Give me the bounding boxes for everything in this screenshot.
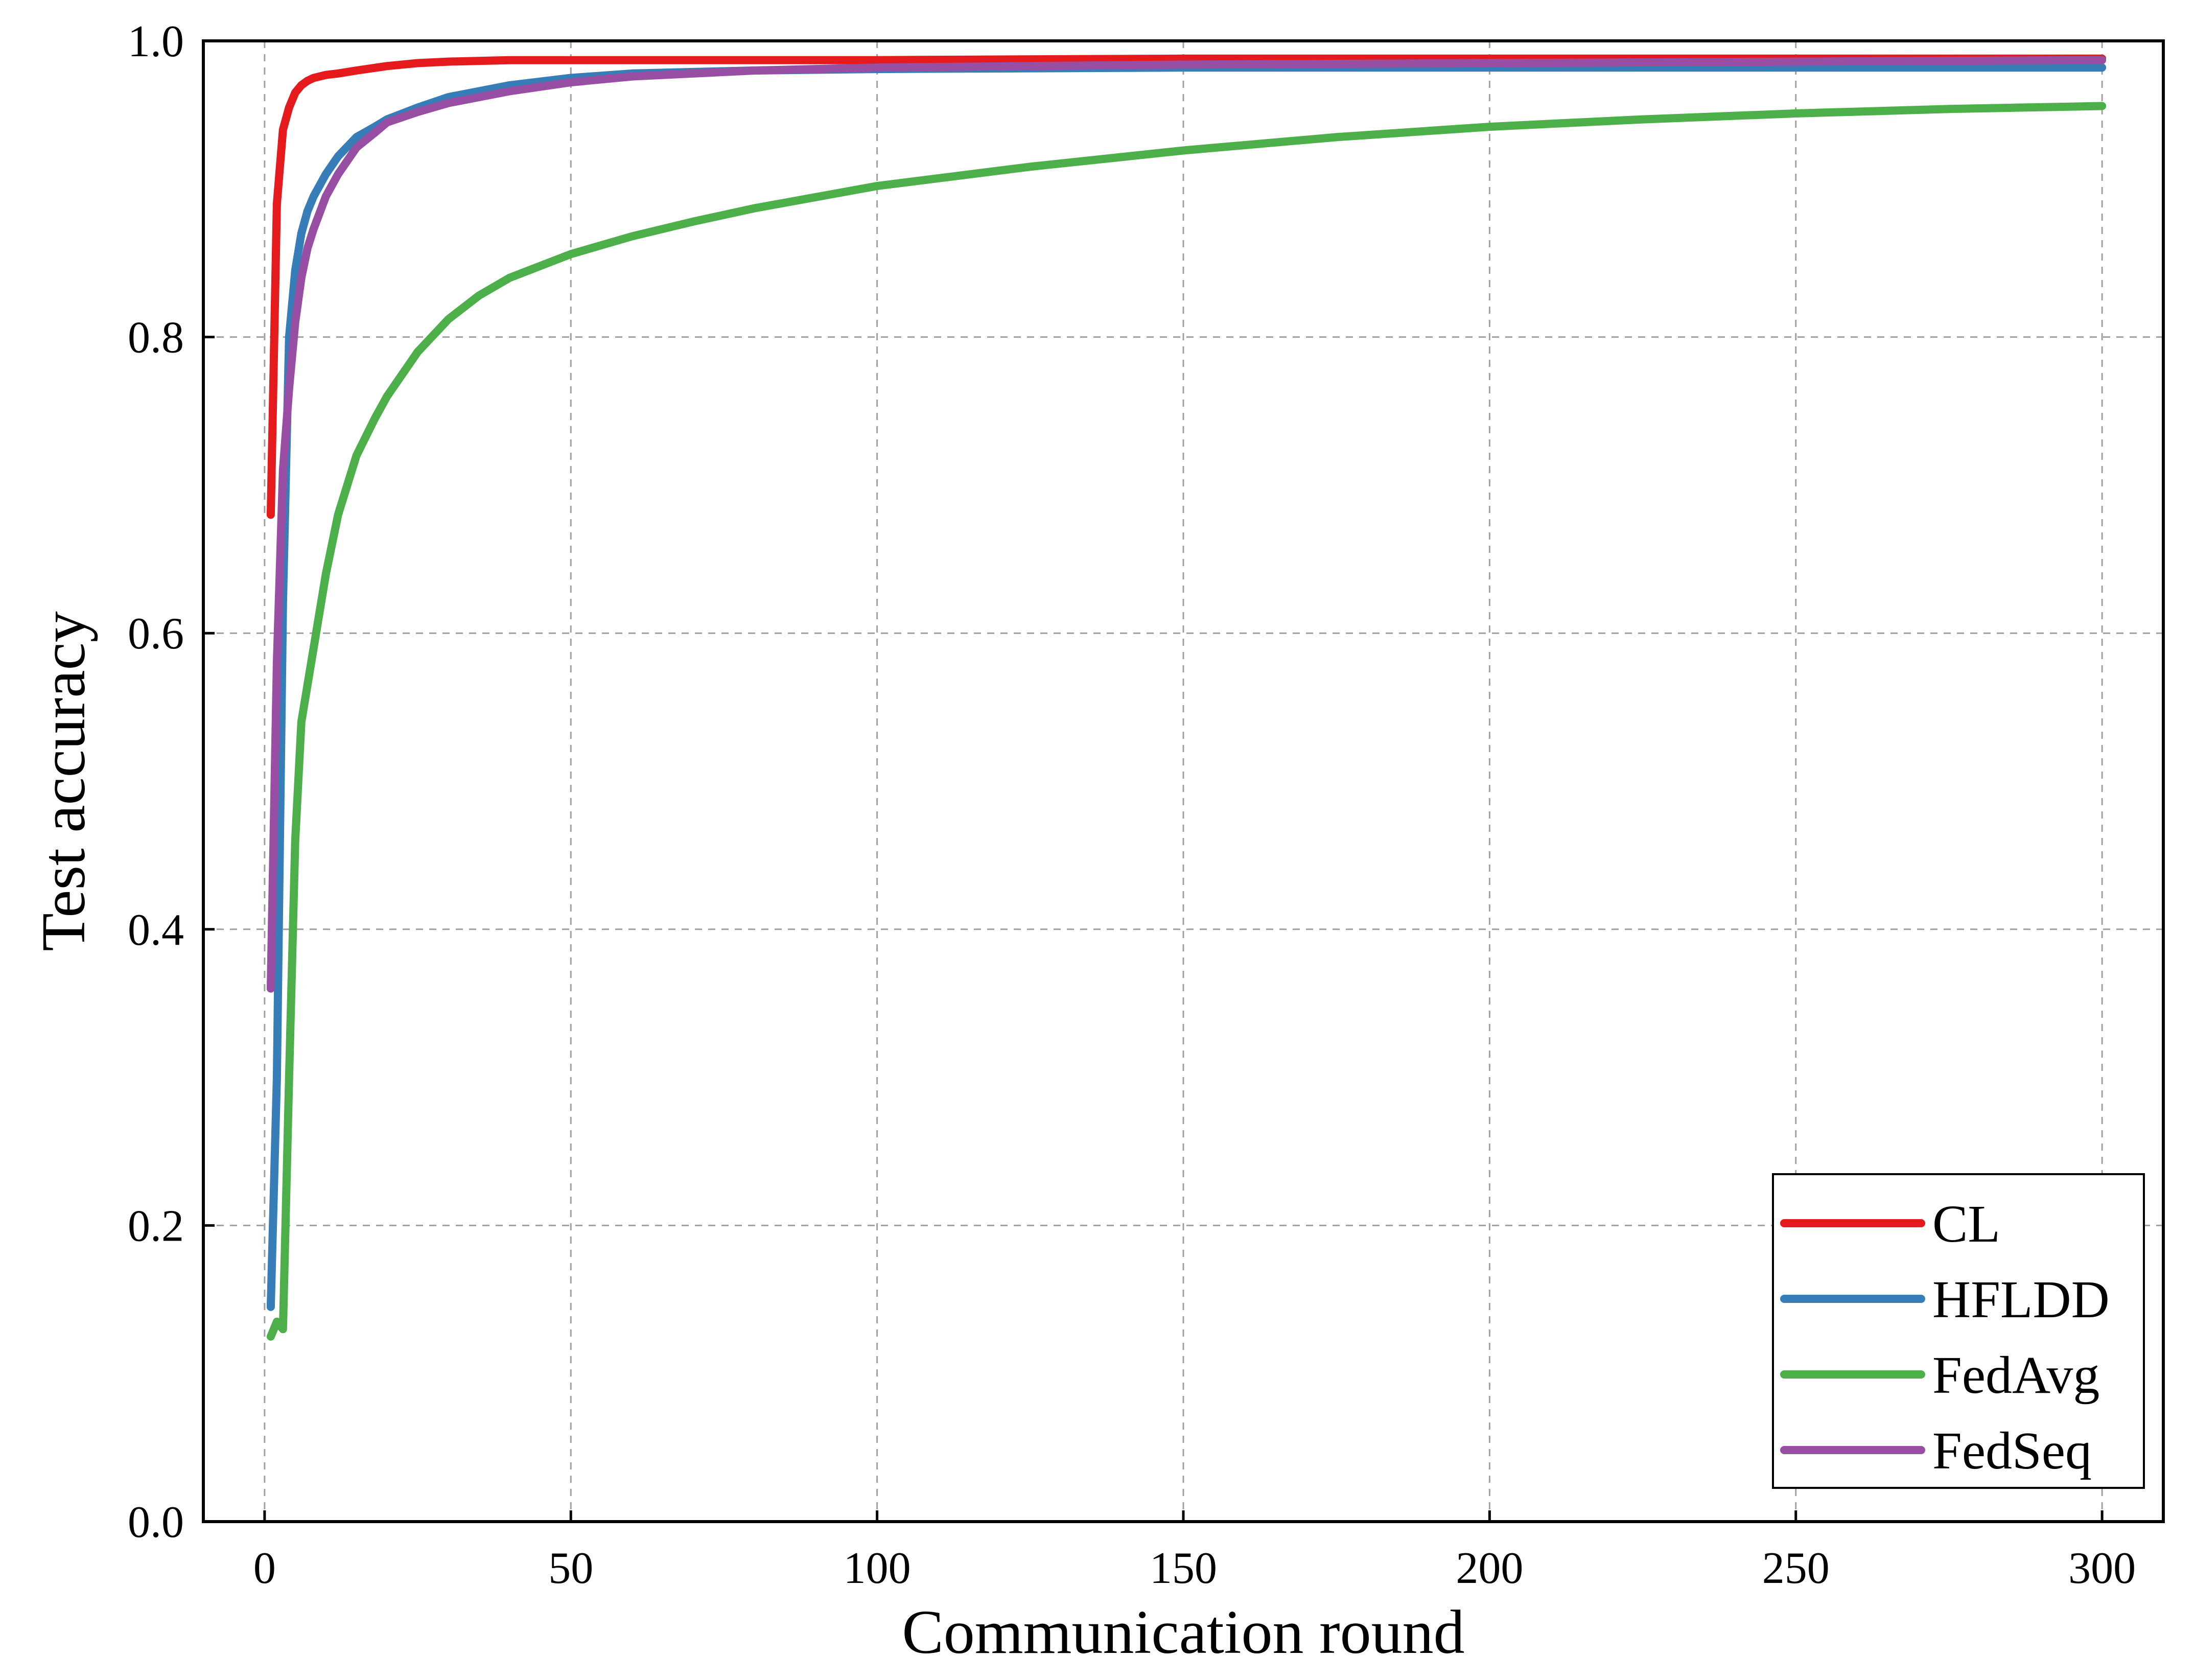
- legend-label-hfldd: HFLDD: [1932, 1270, 2110, 1329]
- legend-label-fedseq: FedSeq: [1932, 1421, 2092, 1480]
- y-tick-label-2: 0.4: [128, 905, 184, 955]
- y-tick-label-3: 0.6: [128, 609, 184, 659]
- series-line-fedseq: [266, 56, 2107, 993]
- x-tick-label-5: 250: [1762, 1544, 1830, 1593]
- y-tick-label-4: 0.8: [128, 313, 184, 363]
- y-tick-label-5: 1.0: [128, 17, 184, 66]
- x-tick-label-0: 0: [253, 1544, 276, 1593]
- series-lines: [266, 54, 2107, 1341]
- legend-label-cl: CL: [1932, 1195, 2000, 1253]
- x-tick-label-1: 50: [548, 1544, 593, 1593]
- y-tick-label-0: 0.0: [128, 1498, 184, 1547]
- x-axis-label: Communication round: [902, 1598, 1464, 1667]
- axis-ticks: [203, 39, 2104, 1523]
- x-tick-label-6: 300: [2068, 1544, 2136, 1593]
- series-line-cl: [266, 54, 2107, 519]
- x-tick-label-2: 100: [844, 1544, 911, 1593]
- tick-labels: 0 50 100 150 200 250 300 0.0 0.2 0.4 0.6 0.8 1.0: [128, 17, 2136, 1593]
- y-tick-label-1: 0.2: [128, 1201, 184, 1251]
- series-line-fedavg: [266, 102, 2107, 1341]
- y-axis-label: Test accuracy: [29, 611, 98, 951]
- x-tick-label-3: 150: [1150, 1544, 1217, 1593]
- legend: CL HFLDD FedAvg FedSeq: [1772, 1173, 2145, 1489]
- legend-label-fedavg: FedAvg: [1932, 1346, 2099, 1405]
- x-tick-label-4: 200: [1456, 1544, 1523, 1593]
